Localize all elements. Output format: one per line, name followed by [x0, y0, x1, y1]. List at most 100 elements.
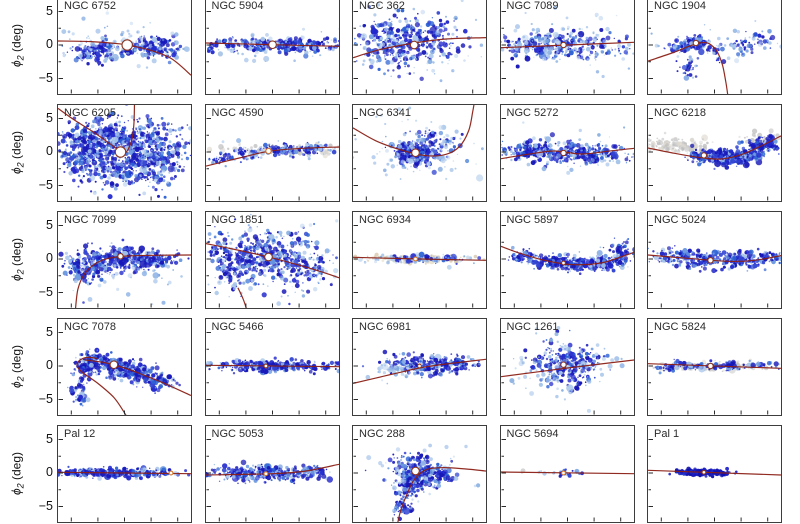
scatter-points: [205, 459, 333, 485]
axis-ticks: [353, 439, 474, 522]
axis-ticks: [501, 332, 621, 415]
panel-plot: [58, 439, 191, 522]
panel-ngc-7089: NGC 7089: [499, 0, 635, 95]
panel-plot: [205, 118, 339, 201]
cluster-center-marker: [263, 252, 273, 262]
panel-ngc-288: NGC 288: [352, 425, 487, 523]
axis-ticks: [206, 332, 326, 415]
panel-label: NGC 5053: [211, 428, 264, 440]
cluster-center-marker: [560, 470, 566, 476]
panel-plot: [648, 332, 781, 415]
y-axis-symbol: ϕ: [9, 166, 24, 174]
panel-plot: [353, 439, 486, 522]
orbit-curve: [648, 469, 781, 476]
y-axis-subscript: 2: [15, 375, 26, 381]
panel-ngc-4590: NGC 4590: [204, 104, 340, 202]
panel-ngc-362: NGC 362: [352, 0, 487, 95]
y-tick-label: 0: [46, 251, 53, 265]
scatter-points: [650, 20, 781, 81]
axis-ticks: [353, 332, 474, 415]
axis-ticks: [353, 225, 474, 308]
y-tick-label: 5: [46, 110, 53, 125]
axis-ticks: [648, 439, 769, 522]
panel-ngc-5694: NGC 5694: [499, 425, 635, 523]
y-tick-label: 0: [46, 358, 53, 372]
y-tick-label: −5: [38, 177, 53, 192]
panel-label: NGC 4590: [211, 107, 264, 119]
y-tick-label: 5: [46, 324, 53, 339]
cluster-center-marker: [707, 257, 714, 264]
cluster-center-marker: [559, 149, 567, 157]
panel-pal-1: Pal 1: [647, 425, 782, 523]
y-axis-label: ϕ2 (deg): [10, 425, 26, 521]
cluster-center-marker: [559, 361, 567, 368]
panel-ngc-5466: NGC 5466: [204, 318, 340, 416]
panel-ngc-5272: NGC 5272: [499, 104, 635, 202]
y-tick-label: 0: [46, 465, 53, 479]
scatter-points: [207, 213, 338, 306]
cluster-center-marker: [560, 260, 566, 266]
y-tick-label: 0: [46, 37, 53, 51]
axis-ticks: [501, 11, 621, 94]
cluster-center-marker: [707, 362, 714, 370]
axis-ticks: [58, 439, 179, 522]
scatter-points: [206, 138, 339, 168]
panel-plot: [58, 8, 191, 94]
axis-ticks: [501, 439, 621, 522]
axis-ticks: [501, 118, 621, 201]
cluster-center-marker: [692, 39, 700, 47]
orbit-curve: [648, 254, 781, 263]
panel-plot: [500, 326, 634, 415]
y-tick-label: −5: [38, 284, 53, 299]
cluster-center-marker: [411, 148, 420, 158]
y-tick-label: 5: [46, 3, 53, 18]
panel-plot: [353, 0, 486, 94]
panel-label: NGC 6752: [64, 0, 116, 12]
cluster-center-marker: [117, 253, 124, 260]
y-axis-label: ϕ2 (deg): [10, 0, 26, 93]
orbit-curve: [76, 356, 191, 415]
cluster-center-marker: [701, 469, 707, 475]
y-axis-unit: (deg): [9, 130, 24, 162]
cluster-center-marker: [559, 41, 567, 49]
panel-label: NGC 5824: [654, 321, 706, 333]
y-axis-subscript: 2: [15, 268, 26, 274]
orbit-curve: [500, 359, 634, 378]
panel-ngc-7078: NGC 7078: [57, 318, 192, 416]
cluster-center-marker: [264, 147, 272, 155]
cluster-center-marker: [413, 256, 418, 262]
orbit-curve: [353, 105, 475, 157]
panel-label: NGC 5024: [654, 214, 706, 226]
orbit-curve: [205, 364, 339, 368]
cluster-center-marker: [121, 39, 133, 51]
panel-label: NGC 5272: [506, 107, 559, 119]
orbit-curve: [205, 243, 339, 308]
y-axis-subscript: 2: [15, 54, 26, 60]
y-axis-unit: (deg): [9, 237, 24, 269]
panel-label: NGC 1261: [506, 321, 559, 333]
y-axis-symbol: ϕ: [9, 273, 24, 281]
panel-ngc-1261: NGC 1261: [499, 318, 635, 416]
panel-plot: [648, 118, 781, 201]
panel-ngc-1851: NGC 1851: [204, 211, 340, 309]
orbit-curve: [397, 466, 486, 522]
panel-plot: [205, 332, 339, 415]
orbit-curve: [353, 256, 486, 261]
y-tick-label: 0: [46, 144, 53, 158]
panel-plot: [648, 11, 781, 94]
panel-label: NGC 7099: [64, 214, 116, 226]
cluster-center-marker: [409, 40, 419, 50]
axis-ticks: [206, 439, 326, 522]
panel-label: NGC 6218: [654, 107, 706, 119]
axis-ticks: [648, 332, 769, 415]
orbit-curve: [205, 463, 339, 476]
axis-ticks: [648, 11, 769, 94]
axis-ticks: [648, 225, 769, 308]
scatter-points: [361, 349, 481, 385]
panel-ngc-5824: NGC 5824: [647, 318, 782, 416]
panel-label: NGC 1851: [211, 214, 264, 226]
y-axis-symbol: ϕ: [9, 380, 24, 388]
cluster-center-marker: [262, 363, 268, 369]
panel-label: Pal 12: [64, 428, 96, 440]
panel-ngc-6218: NGC 6218: [647, 104, 782, 202]
